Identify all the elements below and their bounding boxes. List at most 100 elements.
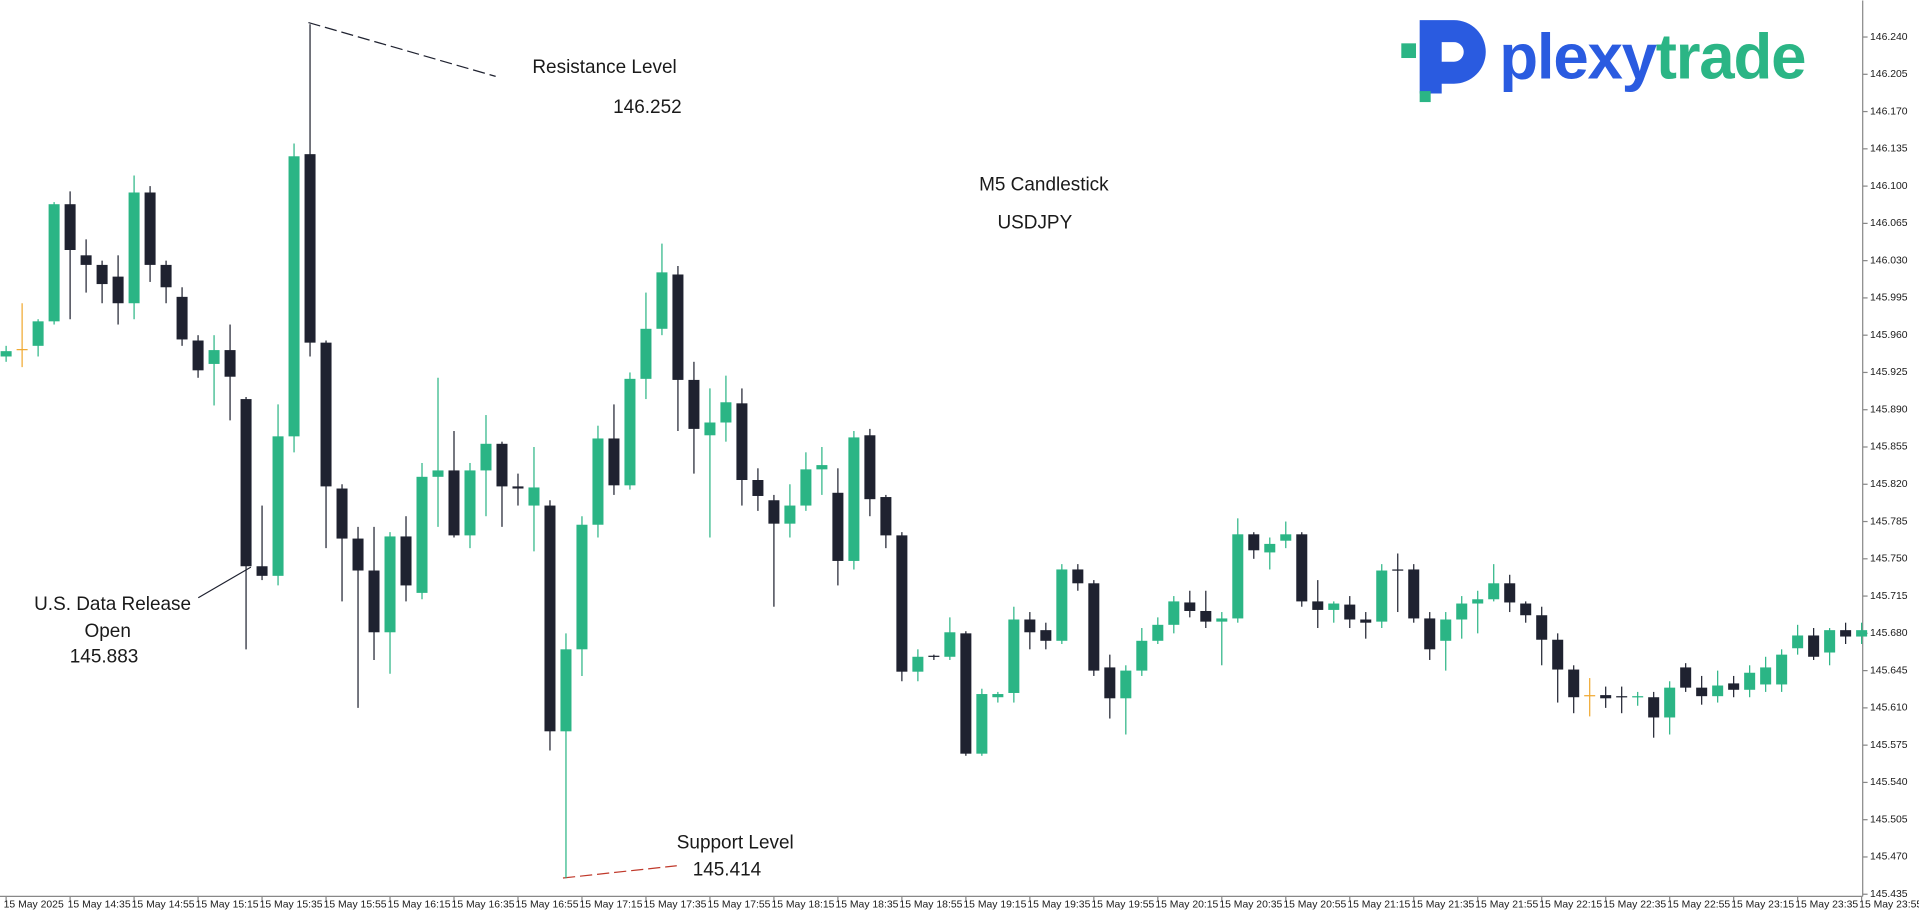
candle-body	[864, 435, 876, 500]
candle-body	[560, 649, 572, 732]
candle-body	[800, 469, 812, 506]
candle-body	[1776, 654, 1788, 685]
candle-body	[192, 340, 204, 371]
candle-body	[1728, 683, 1740, 690]
y-tick-label: 146.030	[1870, 255, 1908, 266]
y-tick-label: 146.135	[1870, 144, 1908, 155]
candle-body	[576, 524, 588, 650]
candle-body	[352, 538, 364, 571]
candle-body	[784, 505, 796, 524]
candle-body	[1840, 630, 1852, 637]
candle-body	[1712, 685, 1724, 697]
candle-body	[464, 470, 476, 536]
candle-body	[16, 349, 28, 351]
x-tick-label: 15 May 21:35	[1411, 900, 1474, 911]
candle-body	[1296, 534, 1308, 602]
y-tick-label: 145.715	[1870, 591, 1908, 602]
candle-body	[416, 476, 428, 593]
y-tick-label: 145.820	[1870, 479, 1908, 490]
candle-body	[1792, 635, 1804, 649]
candle-body	[752, 480, 764, 496]
y-tick-label: 145.925	[1870, 367, 1908, 378]
y-tick-label: 145.785	[1870, 516, 1908, 527]
candle-body	[1280, 534, 1292, 541]
candle-body	[1088, 583, 1100, 671]
candle-body	[480, 443, 492, 471]
annotation: Resistance Level	[532, 57, 676, 78]
candle-body	[512, 486, 524, 489]
x-tick-label: 15 May 23:55	[1859, 900, 1919, 911]
candle-body	[1376, 570, 1388, 622]
annotation: Open	[85, 621, 131, 642]
x-tick-label: 15 May 18:35	[835, 900, 898, 911]
annotation: Support Level	[677, 833, 794, 854]
x-tick-label: 15 May 18:55	[899, 900, 962, 911]
x-tick-label: 15 May 22:15	[1539, 900, 1602, 911]
candle-body	[1456, 603, 1468, 620]
annotation: 145.883	[70, 647, 139, 668]
y-tick-label: 145.855	[1870, 442, 1908, 453]
x-tick-label: 15 May 17:15	[580, 900, 643, 911]
y-tick-label: 145.750	[1870, 554, 1908, 565]
candle-body	[1184, 602, 1196, 611]
candle-body	[1024, 619, 1036, 633]
x-tick-label: 15 May 21:55	[1475, 900, 1538, 911]
candle-body	[624, 378, 636, 486]
candle-body	[1344, 604, 1356, 620]
candle-body	[528, 487, 540, 506]
y-tick-label: 146.100	[1870, 181, 1908, 192]
candle-body	[928, 655, 940, 657]
candle-body	[1520, 603, 1532, 616]
candle-body	[640, 328, 652, 379]
y-tick-label: 146.240	[1870, 32, 1908, 43]
candle-body	[880, 497, 892, 536]
x-tick-label: 15 May 19:35	[1027, 900, 1090, 911]
x-tick-label: 15 May 16:15	[388, 900, 451, 911]
candle-body	[1200, 610, 1212, 622]
candle-body	[1744, 672, 1756, 690]
x-tick-label: 15 May 15:55	[324, 900, 387, 911]
candle-body	[336, 488, 348, 539]
x-tick-label: 15 May 20:35	[1219, 900, 1282, 911]
candle-body	[592, 438, 604, 525]
candle-body	[656, 272, 668, 329]
y-tick-label: 145.995	[1870, 293, 1908, 304]
candle-body	[1472, 599, 1484, 604]
candle-body	[272, 436, 284, 576]
x-tick-label: 15 May 14:55	[132, 900, 195, 911]
candle-body	[1424, 618, 1436, 650]
candle-body	[1040, 630, 1052, 641]
candle-body	[96, 264, 108, 285]
candle-body	[1312, 601, 1324, 610]
candle-body	[320, 342, 332, 487]
candle-body	[1760, 667, 1772, 685]
candle-body	[112, 276, 124, 304]
candle-body	[144, 192, 156, 265]
x-tick-label: 15 May 17:55	[707, 900, 770, 911]
x-tick-label: 15 May 14:35	[68, 900, 131, 911]
candle-body	[224, 350, 236, 377]
candle-body	[816, 465, 828, 470]
x-tick-label: 15 May 19:15	[963, 900, 1026, 911]
candle-body	[384, 536, 396, 633]
candle-body	[208, 350, 220, 364]
candle-body	[128, 192, 140, 304]
candle-body	[304, 154, 316, 343]
y-tick-label: 145.435	[1870, 889, 1908, 900]
x-tick-label: 15 May 15:15	[196, 900, 259, 911]
x-tick-label: 15 May 23:15	[1731, 900, 1794, 911]
candle-body	[1696, 687, 1708, 697]
candle-body	[1248, 534, 1260, 551]
y-tick-label: 145.575	[1870, 740, 1908, 751]
logo-part: trade	[1656, 22, 1805, 93]
logo-text: plexytrade	[1499, 22, 1805, 93]
x-tick-label: 15 May 22:55	[1667, 900, 1730, 911]
y-tick-label: 145.960	[1870, 330, 1908, 341]
logo-square	[1419, 91, 1431, 103]
candle-body	[1232, 534, 1244, 619]
candle-body	[1616, 696, 1628, 698]
x-tick-label: 15 May 23:35	[1795, 900, 1858, 911]
x-tick-label: 15 May 22:35	[1603, 900, 1666, 911]
candle-body	[960, 633, 972, 754]
